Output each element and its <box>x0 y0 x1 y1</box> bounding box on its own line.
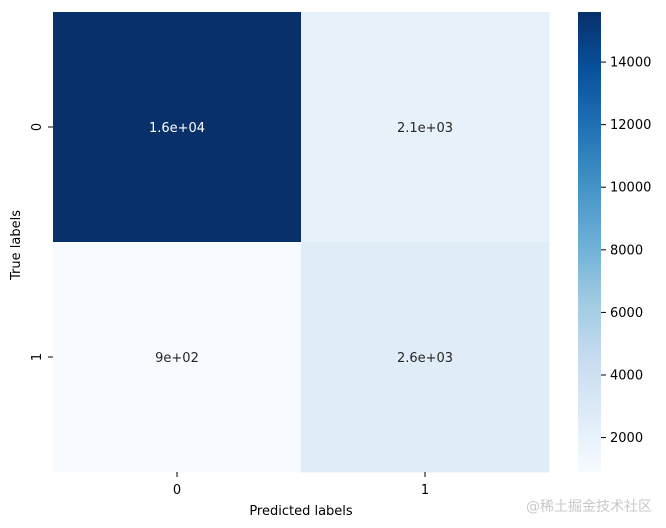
cell-annotation-1-1: 2.6e+03 <box>397 351 453 366</box>
y-tick-label: 0 <box>30 123 45 131</box>
colorbar <box>578 12 601 472</box>
heatmap-cells <box>53 12 550 473</box>
cell-annotation-0-0: 1.6e+04 <box>149 121 205 136</box>
x-tick-label: 0 <box>173 483 181 498</box>
x-tick-label: 1 <box>421 483 429 498</box>
cell-annotation-1-0: 9e+02 <box>155 351 199 366</box>
cell-annotations: 1.6e+04 2.1e+03 9e+02 2.6e+03 <box>149 121 453 366</box>
colorbar-tick-label: 12000 <box>610 118 651 133</box>
heatmap-cell-1-1 <box>301 242 550 473</box>
colorbar-ticks: 2000 4000 6000 8000 10000 12000 14000 <box>601 56 651 446</box>
colorbar-tick-label: 8000 <box>610 243 643 258</box>
colorbar-tick-label: 14000 <box>610 56 651 71</box>
x-axis-label: Predicted labels <box>249 504 353 519</box>
colorbar-tick-label: 10000 <box>610 181 651 196</box>
colorbar-tick-label: 6000 <box>610 306 643 321</box>
y-tick-label: 1 <box>30 353 45 361</box>
y-axis-ticks: 01 <box>30 123 53 361</box>
cell-annotation-0-1: 2.1e+03 <box>397 121 453 136</box>
watermark: @稀土掘金技术社区 <box>526 499 652 515</box>
y-axis-label: True labels <box>9 210 24 281</box>
colorbar-tick-label: 4000 <box>610 368 643 383</box>
colorbar-tick-label: 2000 <box>610 431 643 446</box>
heatmap-cell-0-1 <box>301 12 550 243</box>
heatmap-cell-1-0 <box>53 242 302 473</box>
heatmap-cell-0-0 <box>53 12 302 243</box>
